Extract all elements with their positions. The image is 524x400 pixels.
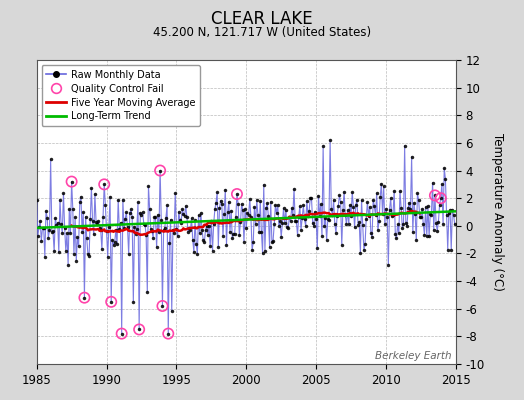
Raw Monthly Data (452, 222, 458, 227)
Raw Monthly Data (34, 198, 40, 202)
Quality Control Fail (117, 330, 126, 337)
Quality Control Fail (135, 326, 144, 333)
Quality Control Fail (68, 178, 76, 185)
Five Year Moving Average (417, 211, 423, 216)
Quality Control Fail (158, 303, 167, 309)
Quality Control Fail (80, 294, 89, 301)
Five Year Moving Average (69, 223, 75, 228)
Quality Control Fail (436, 195, 445, 201)
Quality Control Fail (431, 192, 439, 199)
Line: Raw Monthly Data: Raw Monthly Data (35, 139, 456, 335)
Raw Monthly Data (85, 252, 91, 256)
Quality Control Fail (100, 181, 108, 188)
Raw Monthly Data (431, 228, 437, 232)
Quality Control Fail (156, 167, 165, 174)
Five Year Moving Average (385, 212, 391, 216)
Five Year Moving Average (277, 216, 283, 221)
Raw Monthly Data (159, 304, 166, 308)
Text: CLEAR LAKE: CLEAR LAKE (211, 10, 313, 28)
Quality Control Fail (164, 330, 172, 337)
Raw Monthly Data (173, 226, 180, 231)
Five Year Moving Average (409, 209, 415, 214)
Five Year Moving Average (363, 213, 369, 218)
Quality Control Fail (107, 299, 115, 305)
Line: Five Year Moving Average: Five Year Moving Average (72, 211, 420, 235)
Five Year Moving Average (276, 216, 282, 221)
Legend: Raw Monthly Data, Quality Control Fail, Five Year Moving Average, Long-Term Tren: Raw Monthly Data, Quality Control Fail, … (41, 65, 200, 126)
Raw Monthly Data (217, 198, 224, 203)
Text: 45.200 N, 121.717 W (United States): 45.200 N, 121.717 W (United States) (153, 26, 371, 39)
Y-axis label: Temperature Anomaly (°C): Temperature Anomaly (°C) (492, 133, 504, 291)
Five Year Moving Average (137, 232, 144, 237)
Quality Control Fail (233, 191, 241, 197)
Raw Monthly Data (118, 331, 125, 336)
Raw Monthly Data (180, 212, 187, 216)
Five Year Moving Average (70, 224, 76, 229)
Raw Monthly Data (327, 138, 333, 142)
Five Year Moving Average (283, 216, 289, 221)
Text: Berkeley Earth: Berkeley Earth (375, 351, 452, 361)
